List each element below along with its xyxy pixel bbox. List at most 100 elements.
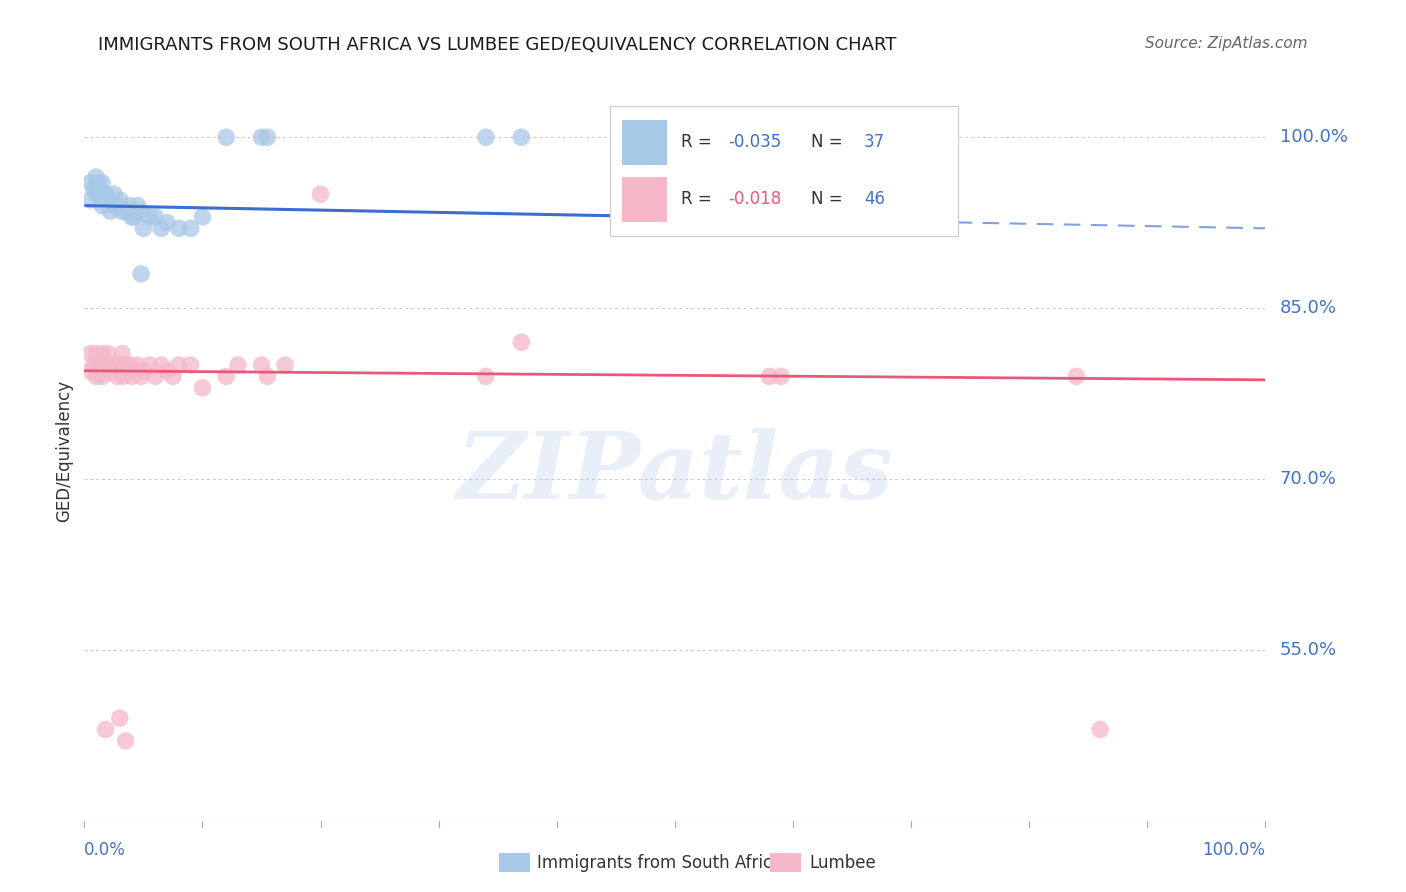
Point (1088, 723, 1111, 737)
Point (129, 204, 152, 219)
Point (114, 204, 136, 219)
Point (97, 346, 120, 360)
Point (87, 176, 110, 190)
Point (118, 198, 141, 212)
Text: 55.0%: 55.0% (1279, 640, 1337, 659)
Point (94, 358, 117, 372)
Point (98, 204, 121, 219)
Text: 100.0%: 100.0% (1202, 841, 1265, 859)
Point (167, 221, 190, 235)
Point (79, 193, 101, 207)
Point (132, 364, 155, 378)
Point (103, 187, 125, 202)
Point (79, 346, 101, 360)
Point (475, 130, 498, 145)
Point (180, 358, 202, 372)
Point (156, 364, 179, 378)
Point (475, 369, 498, 384)
Text: 0.0%: 0.0% (84, 841, 127, 859)
Point (143, 210, 166, 224)
Point (156, 216, 179, 230)
Point (129, 267, 152, 281)
Point (108, 193, 131, 207)
Point (84, 187, 107, 202)
Point (108, 711, 131, 725)
Point (162, 369, 184, 384)
Text: 46: 46 (863, 190, 884, 208)
Point (111, 346, 134, 360)
Text: -0.035: -0.035 (728, 133, 782, 151)
Point (150, 358, 173, 372)
Text: N =: N = (811, 133, 848, 151)
Point (79, 364, 101, 378)
Point (91, 176, 114, 190)
Point (309, 187, 332, 202)
Point (127, 198, 149, 212)
Point (215, 369, 238, 384)
Point (107, 369, 129, 384)
Point (215, 130, 238, 145)
Point (132, 221, 155, 235)
Point (510, 130, 533, 145)
Point (127, 358, 149, 372)
Point (83, 358, 105, 372)
Point (256, 130, 278, 145)
Text: 100.0%: 100.0% (1279, 128, 1347, 146)
Point (91, 369, 114, 384)
Point (1066, 369, 1088, 384)
Point (758, 369, 780, 384)
Point (83, 181, 105, 195)
Text: Lumbee: Lumbee (810, 854, 876, 871)
Point (122, 364, 145, 378)
Point (114, 358, 136, 372)
Point (91, 198, 114, 212)
Point (94, 723, 117, 737)
Point (111, 204, 134, 219)
Point (138, 210, 160, 224)
Point (770, 369, 793, 384)
Point (87, 358, 110, 372)
Text: R =: R = (681, 133, 717, 151)
Point (191, 210, 214, 224)
Point (138, 358, 160, 372)
FancyBboxPatch shape (610, 106, 959, 235)
Point (91, 346, 114, 360)
Text: Source: ZipAtlas.com: Source: ZipAtlas.com (1144, 36, 1308, 51)
Point (143, 369, 166, 384)
Point (121, 210, 143, 224)
Point (97, 193, 120, 207)
Text: R =: R = (681, 190, 717, 208)
Point (84, 369, 107, 384)
FancyBboxPatch shape (621, 177, 666, 222)
Point (108, 358, 131, 372)
Text: -0.018: -0.018 (728, 190, 782, 208)
Text: Immigrants from South Africa: Immigrants from South Africa (537, 854, 782, 871)
Point (122, 210, 145, 224)
Text: 37: 37 (863, 133, 884, 151)
Point (226, 358, 249, 372)
Text: 85.0%: 85.0% (1279, 299, 1337, 317)
Text: N =: N = (811, 190, 848, 208)
Point (94, 187, 117, 202)
Text: 70.0%: 70.0% (1279, 470, 1337, 488)
Point (84, 170, 107, 185)
Point (114, 734, 136, 748)
Point (118, 358, 141, 372)
Point (103, 198, 125, 212)
Point (250, 358, 273, 372)
Point (180, 221, 202, 235)
Point (107, 198, 129, 212)
Point (89, 187, 111, 202)
Point (191, 381, 214, 395)
Point (112, 369, 135, 384)
Y-axis label: GED/Equivalency: GED/Equivalency (55, 379, 73, 522)
Point (250, 130, 273, 145)
Text: ZIPatlas: ZIPatlas (457, 427, 893, 517)
Text: IMMIGRANTS FROM SOUTH AFRICA VS LUMBEE GED/EQUIVALENCY CORRELATION CHART: IMMIGRANTS FROM SOUTH AFRICA VS LUMBEE G… (98, 36, 897, 54)
Point (129, 369, 152, 384)
Point (121, 369, 143, 384)
Point (274, 358, 297, 372)
Point (84, 346, 107, 360)
Point (150, 221, 173, 235)
FancyBboxPatch shape (621, 120, 666, 165)
